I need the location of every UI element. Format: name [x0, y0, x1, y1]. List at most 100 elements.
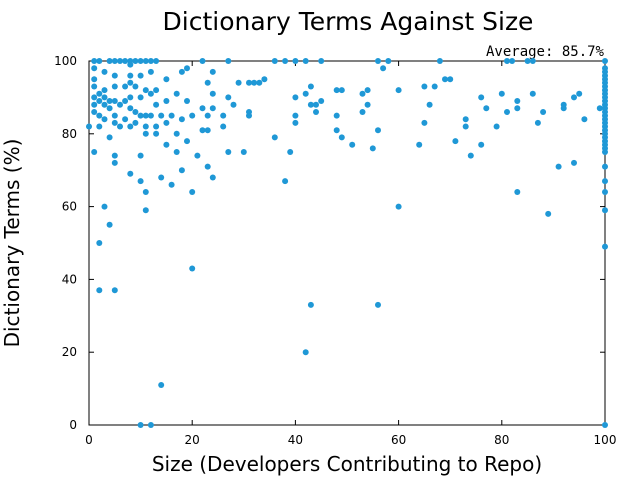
data-point: [282, 178, 289, 185]
data-point: [91, 109, 98, 115]
data-point: [111, 152, 118, 159]
data-point: [602, 149, 608, 155]
data-point: [364, 101, 371, 108]
data-point: [364, 87, 371, 94]
data-point: [153, 87, 160, 94]
x-tick-label: 100: [594, 433, 617, 447]
data-point: [189, 112, 196, 119]
data-point: [235, 79, 242, 86]
data-point: [127, 170, 134, 177]
data-point: [271, 134, 278, 141]
data-point: [302, 349, 309, 356]
y-tick-label: 60: [62, 200, 77, 214]
data-point: [199, 127, 206, 134]
data-point: [307, 83, 314, 90]
data-point: [127, 94, 134, 101]
data-point: [91, 58, 98, 64]
data-point: [101, 203, 108, 210]
data-point: [307, 301, 314, 308]
data-point: [504, 109, 510, 115]
data-point: [173, 149, 180, 155]
data-point: [545, 210, 552, 217]
data-point: [91, 65, 98, 72]
data-point: [96, 112, 103, 119]
data-point: [137, 58, 144, 64]
data-point: [117, 123, 123, 130]
data-point: [147, 112, 154, 119]
data-point: [421, 83, 428, 90]
data-point: [184, 98, 190, 104]
data-point: [96, 123, 103, 130]
data-point: [498, 90, 505, 97]
data-point: [111, 72, 118, 79]
data-point: [137, 94, 144, 101]
data-point: [127, 123, 134, 130]
data-point: [184, 138, 190, 145]
data-point: [307, 101, 314, 108]
data-point: [209, 90, 216, 97]
data-point: [91, 101, 98, 108]
data-point: [246, 79, 252, 86]
y-tick-label: 100: [54, 54, 77, 68]
data-point: [106, 98, 113, 104]
data-point: [504, 58, 510, 64]
data-point: [240, 149, 247, 155]
data-point: [313, 109, 319, 115]
data-point: [529, 90, 536, 97]
data-point: [209, 105, 216, 112]
data-point: [106, 105, 113, 112]
data-point: [462, 123, 469, 130]
data-point: [313, 101, 319, 108]
data-point: [137, 72, 144, 79]
data-point: [333, 87, 340, 94]
chart-title: Dictionary Terms Against Size: [163, 7, 534, 36]
data-point: [168, 112, 175, 119]
data-point: [447, 76, 454, 83]
data-point: [230, 101, 237, 108]
data-point: [96, 287, 103, 294]
data-point: [142, 130, 149, 137]
data-point: [111, 83, 118, 90]
data-point: [302, 90, 309, 97]
data-point: [153, 58, 160, 64]
data-point: [101, 68, 108, 75]
data-point: [117, 101, 123, 108]
data-point: [220, 112, 227, 119]
y-tick-label: 0: [69, 418, 77, 432]
data-point: [395, 203, 402, 210]
data-point: [478, 94, 485, 101]
data-point: [318, 98, 325, 104]
data-point: [127, 105, 134, 112]
x-tick-label: 80: [494, 433, 509, 447]
data-point: [111, 112, 118, 119]
data-point: [436, 58, 443, 64]
data-point: [395, 87, 402, 94]
data-point: [91, 83, 98, 90]
data-point: [509, 58, 516, 64]
data-point: [292, 112, 299, 119]
data-point: [602, 207, 608, 214]
data-point: [302, 58, 309, 64]
data-point: [163, 98, 170, 104]
data-point: [189, 265, 196, 272]
data-point: [178, 167, 185, 174]
data-point: [209, 68, 216, 75]
data-point: [111, 287, 118, 294]
data-point: [576, 90, 583, 97]
data-point: [246, 112, 252, 119]
data-point: [560, 105, 567, 112]
data-point: [204, 112, 211, 119]
data-point: [602, 178, 608, 185]
data-point: [271, 58, 278, 64]
data-point: [493, 123, 500, 130]
data-point: [251, 79, 258, 86]
data-point: [101, 94, 108, 101]
data-point: [96, 58, 103, 64]
data-point: [380, 65, 387, 72]
data-point: [147, 90, 154, 97]
data-point: [467, 152, 474, 159]
data-point: [153, 101, 160, 108]
data-point: [106, 134, 113, 141]
data-point: [122, 83, 129, 90]
